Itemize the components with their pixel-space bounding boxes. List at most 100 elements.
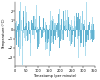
Bar: [40, 29, 41, 30]
Bar: [32, 30, 33, 35]
Bar: [77, 17, 78, 30]
Bar: [47, 30, 48, 43]
Bar: [84, 20, 85, 30]
Bar: [77, 30, 78, 39]
Bar: [19, 11, 20, 30]
Bar: [81, 23, 82, 30]
Bar: [63, 25, 64, 30]
Bar: [24, 27, 25, 30]
Bar: [20, 30, 21, 41]
Bar: [75, 30, 76, 37]
Bar: [53, 30, 54, 39]
Bar: [26, 30, 27, 36]
Bar: [26, 12, 27, 30]
Bar: [36, 5, 37, 30]
Bar: [68, 17, 69, 30]
Bar: [18, 26, 19, 30]
Bar: [55, 23, 56, 30]
Bar: [88, 30, 89, 40]
Bar: [34, 29, 35, 30]
Bar: [58, 30, 59, 37]
Bar: [43, 30, 44, 37]
Bar: [70, 25, 71, 30]
Bar: [36, 30, 37, 32]
Bar: [55, 30, 56, 40]
Bar: [69, 30, 70, 31]
Bar: [32, 30, 33, 35]
Bar: [58, 14, 59, 30]
Bar: [45, 30, 46, 42]
Bar: [40, 30, 41, 37]
Bar: [46, 25, 47, 30]
Bar: [92, 30, 93, 42]
Bar: [60, 25, 61, 30]
Bar: [70, 30, 71, 46]
Bar: [38, 29, 39, 30]
Bar: [75, 26, 76, 30]
Bar: [92, 30, 93, 38]
Bar: [51, 30, 52, 43]
Bar: [75, 30, 76, 37]
Bar: [27, 30, 28, 41]
Bar: [79, 19, 80, 30]
Bar: [45, 22, 46, 30]
Bar: [42, 30, 43, 37]
Bar: [26, 23, 27, 30]
Bar: [70, 27, 71, 30]
Bar: [91, 26, 92, 30]
Bar: [93, 24, 94, 30]
Bar: [63, 30, 64, 40]
Bar: [17, 26, 18, 30]
Bar: [37, 30, 38, 49]
Bar: [32, 23, 33, 30]
Bar: [60, 30, 61, 42]
Bar: [38, 29, 39, 30]
Bar: [44, 29, 45, 30]
Bar: [61, 30, 62, 39]
Bar: [31, 27, 32, 30]
Bar: [81, 30, 82, 43]
Bar: [56, 25, 57, 30]
Bar: [39, 16, 40, 30]
Bar: [46, 25, 47, 30]
Bar: [40, 27, 41, 30]
Bar: [91, 26, 92, 30]
Bar: [36, 30, 37, 33]
Bar: [74, 16, 75, 30]
Bar: [24, 30, 25, 38]
Bar: [91, 30, 92, 39]
Bar: [92, 17, 93, 30]
Bar: [43, 18, 44, 30]
Bar: [50, 30, 51, 51]
Bar: [23, 30, 24, 41]
Bar: [80, 16, 81, 30]
Bar: [40, 27, 41, 30]
Bar: [28, 30, 29, 40]
Bar: [50, 11, 51, 30]
Bar: [54, 25, 55, 30]
Bar: [21, 20, 22, 30]
Bar: [57, 30, 58, 35]
Bar: [31, 20, 32, 30]
Bar: [81, 25, 82, 30]
Bar: [88, 25, 89, 30]
Bar: [62, 30, 63, 34]
Bar: [56, 28, 57, 30]
Bar: [29, 22, 30, 30]
Bar: [17, 26, 18, 30]
Bar: [21, 30, 22, 31]
Bar: [72, 30, 73, 35]
Bar: [31, 22, 32, 30]
Bar: [19, 30, 20, 56]
Bar: [61, 30, 62, 46]
Bar: [49, 30, 50, 56]
Bar: [16, 30, 17, 45]
Bar: [42, 30, 43, 37]
Bar: [64, 26, 65, 30]
Bar: [50, 21, 51, 30]
Bar: [68, 26, 69, 30]
Bar: [16, 30, 17, 42]
Bar: [71, 20, 72, 30]
Bar: [35, 27, 36, 30]
Bar: [91, 30, 92, 39]
